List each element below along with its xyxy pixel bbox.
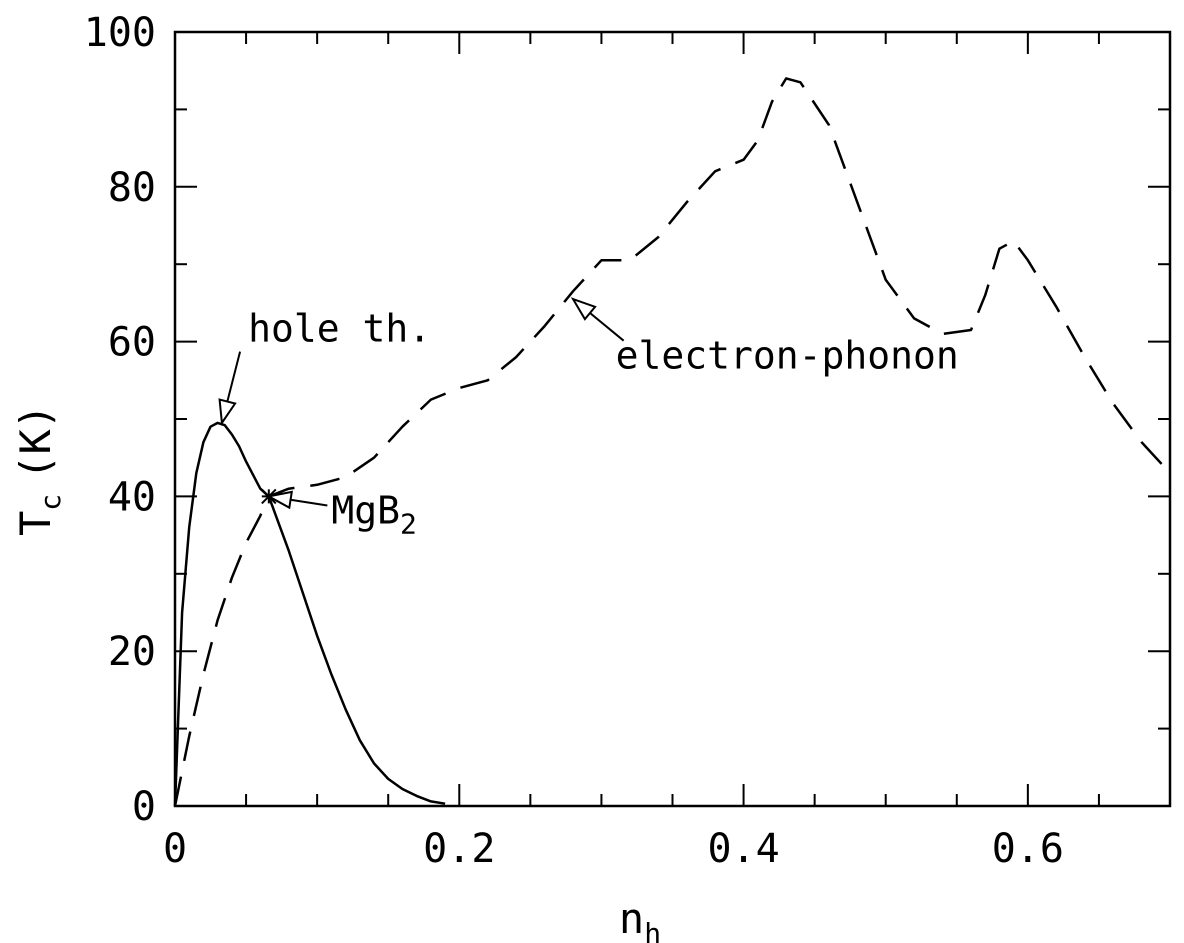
y-axis-title-sub: c — [34, 494, 67, 511]
hole-theory-annotation-arrow-head — [218, 398, 237, 426]
x-tick-label: 0.4 — [707, 826, 779, 872]
tick-labels: 0 0.2 0.4 0.6 0 20 40 60 80 100 — [84, 10, 1064, 872]
mgb2-annotation-text: MgB — [331, 488, 400, 532]
y-tick-label: 100 — [84, 10, 156, 56]
axis-ticks — [174, 31, 1171, 807]
x-tick-label: 0.6 — [992, 826, 1064, 872]
annotations: hole th. MgB2 electron-phonon — [218, 297, 959, 540]
x-tick-label: 0.2 — [423, 826, 495, 872]
x-axis-title: nh — [619, 894, 661, 943]
y-tick-label: 40 — [108, 474, 156, 520]
x-axis-title-sub: h — [644, 917, 661, 943]
x-axis-title-main: n — [619, 894, 644, 943]
plot-frame — [173, 30, 1172, 808]
x-tick-label: 0 — [163, 826, 187, 872]
y-axis-title-main: T — [11, 511, 60, 536]
series-lines — [173, 77, 1164, 807]
y-tick-label: 20 — [108, 629, 156, 675]
y-axis-title-unit: (K) — [11, 404, 60, 480]
y-tick-label: 80 — [108, 165, 156, 211]
mgb2-annotation-label: MgB2 — [331, 488, 417, 540]
mgb2-annotation-arrow-head — [265, 490, 293, 510]
hole-theory-annotation-text: hole th. — [248, 307, 431, 351]
electron-phonon-annotation-arrow-head — [570, 297, 597, 321]
electron-phonon-annotation-label: electron-phonon — [616, 334, 959, 378]
electron-phonon-line — [173, 77, 1164, 807]
mgb2-annotation-subscript: 2 — [400, 507, 417, 540]
y-tick-label: 0 — [132, 784, 156, 830]
electron-phonon-annotation-text: electron-phonon — [616, 334, 959, 378]
hole-theory-line — [173, 421, 446, 807]
y-axis-title: Tc (K) — [11, 404, 67, 536]
y-tick-label: 60 — [108, 320, 156, 366]
hole-theory-annotation-label: hole th. — [248, 307, 431, 351]
